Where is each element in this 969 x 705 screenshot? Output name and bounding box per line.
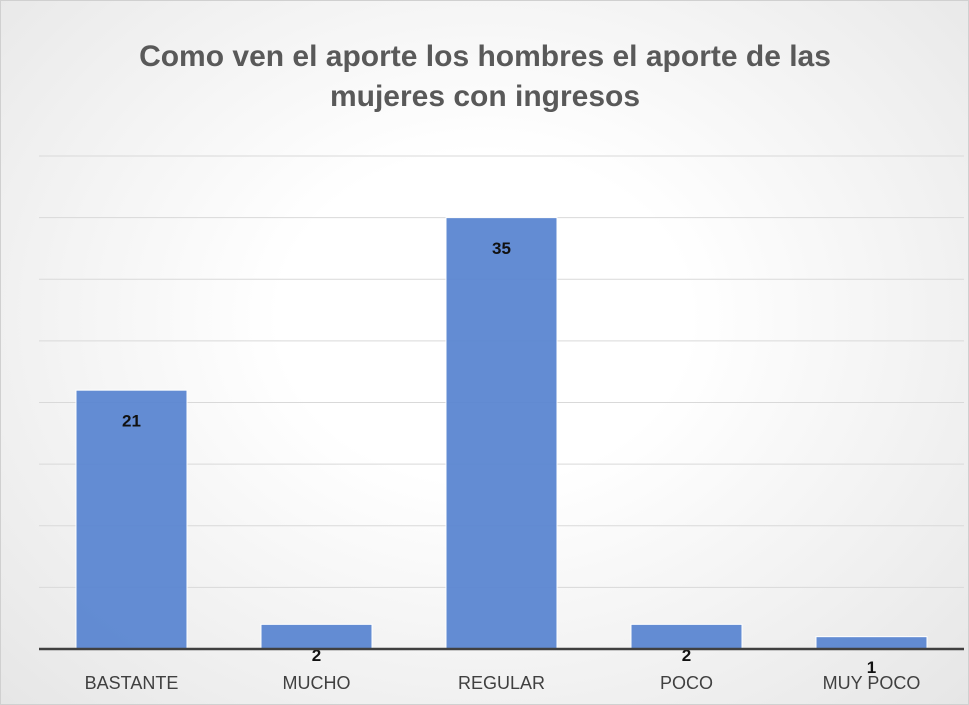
x-tick-label: POCO [660, 673, 713, 693]
data-label: 21 [122, 412, 141, 431]
bar [815, 636, 928, 650]
x-tick-label: MUCHO [283, 673, 351, 693]
bar [75, 389, 188, 650]
bar [260, 623, 373, 650]
x-tick-label: REGULAR [458, 673, 545, 693]
x-tick-label: BASTANTE [85, 673, 179, 693]
data-label: 2 [682, 646, 691, 665]
chart-title: Como ven el aporte los hombres el aporte… [139, 40, 831, 113]
data-label: 2 [312, 646, 321, 665]
bar [445, 217, 558, 650]
data-label: 1 [867, 658, 876, 677]
x-tick-label: MUY POCO [823, 673, 921, 693]
data-label: 35 [492, 239, 511, 258]
